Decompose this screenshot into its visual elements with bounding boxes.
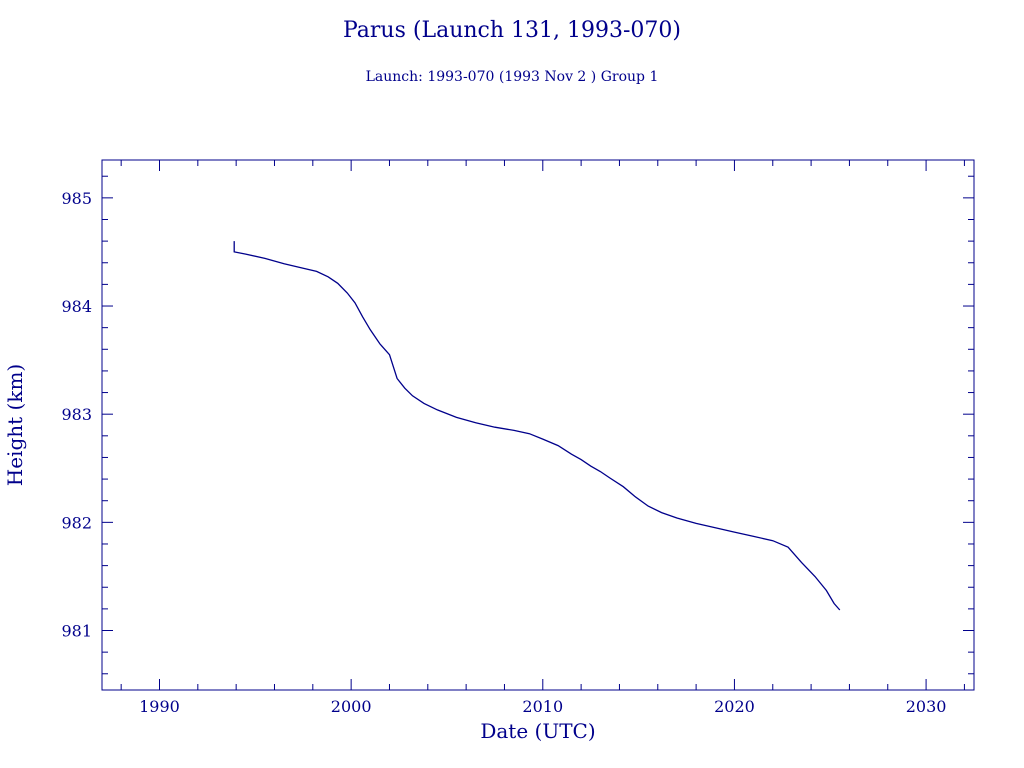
x-tick-label: 2030: [906, 697, 947, 716]
y-tick-label: 984: [61, 297, 92, 316]
chart-subtitle: Launch: 1993-070 (1993 Nov 2 ) Group 1: [366, 69, 659, 85]
axis-ticks: [102, 160, 974, 690]
y-axis-label: Height (km): [3, 364, 27, 486]
y-tick-label: 981: [61, 622, 92, 641]
height-series-line: [233, 241, 841, 611]
x-tick-label: 2010: [522, 697, 563, 716]
plot-frame: [101, 159, 975, 691]
y-tick-label: 982: [61, 513, 92, 532]
y-tick-label: 985: [61, 189, 92, 208]
x-tick-label: 2000: [331, 697, 372, 716]
x-tick-label: 2020: [714, 697, 755, 716]
x-axis-label: Date (UTC): [480, 719, 595, 743]
x-tick-label: 1990: [139, 697, 180, 716]
chart-title: Parus (Launch 131, 1993-070): [343, 18, 681, 43]
y-tick-label: 983: [61, 405, 92, 424]
tick-labels: 1990 2000 2010 2020 2030 981 982 983 984 985: [61, 189, 946, 716]
